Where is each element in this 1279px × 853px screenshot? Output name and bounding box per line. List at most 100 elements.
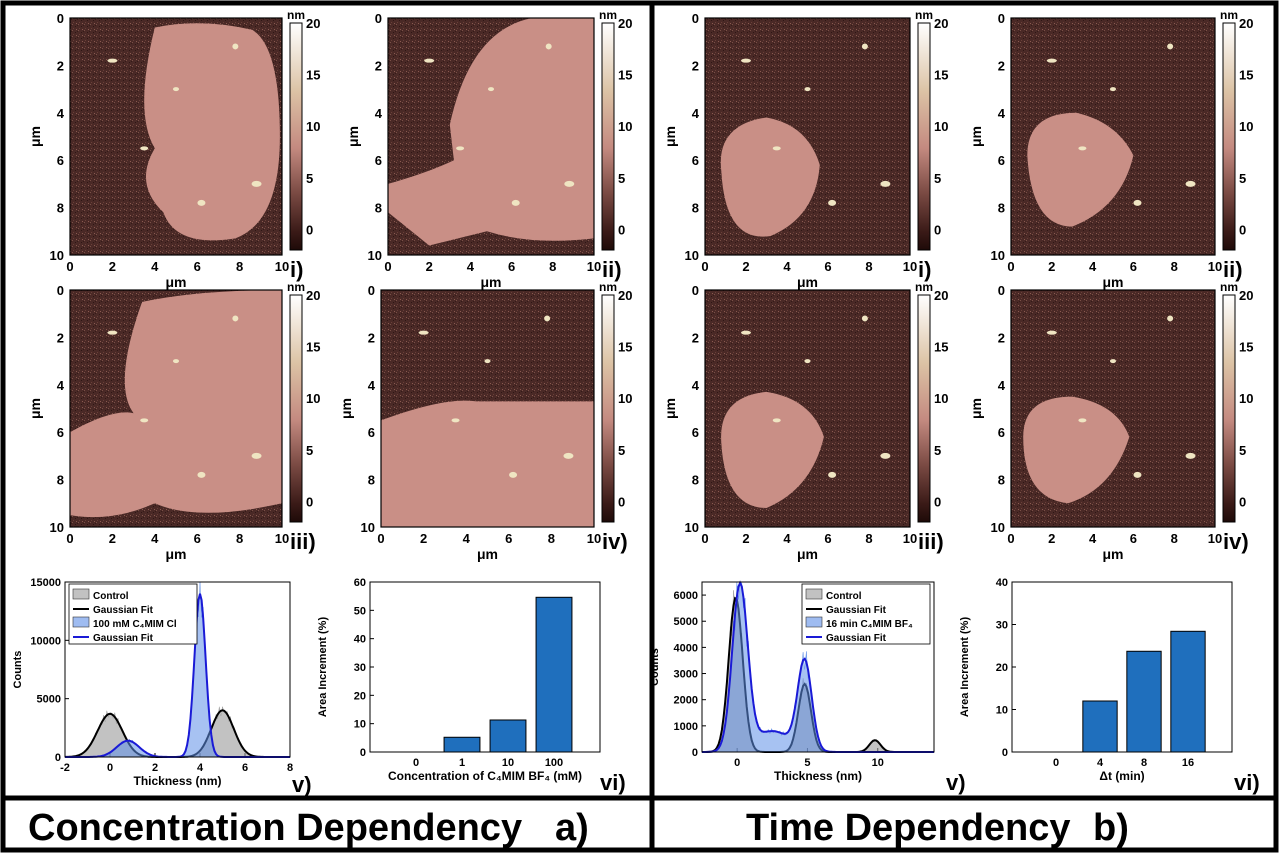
afm-ylabel: μm — [27, 126, 43, 147]
colorbar-unit: nm — [287, 8, 305, 22]
panel-b-title: Time Dependency — [746, 807, 1071, 849]
afm-particle — [451, 418, 460, 423]
bar-category-label: 16 — [1182, 757, 1194, 769]
afm-particle — [251, 452, 262, 459]
colorbar-unit: nm — [287, 280, 305, 294]
afm-ytick: 6 — [692, 153, 699, 168]
chart-b-vi: 0 10 20 30 40 Area Increment (%) Δt (min) 0 4 8 16… — [959, 577, 1260, 795]
ytick-label: 6000 — [674, 590, 698, 602]
afm-xtick: 2 — [109, 531, 116, 546]
afm-frame — [69, 17, 283, 256]
ytick-label: 10 — [354, 719, 366, 731]
colorbar-tick: 5 — [618, 443, 625, 458]
afm-flake — [381, 400, 594, 527]
afm-particle — [107, 58, 118, 63]
afm-ytick: 10 — [368, 248, 382, 263]
afm-flake — [1027, 112, 1134, 227]
bar-category-label: 0 — [1053, 757, 1059, 769]
afm-ytick: 6 — [57, 425, 64, 440]
afm-ytick: 6 — [368, 425, 375, 440]
afm-ytick: 8 — [57, 473, 64, 488]
afm-particle — [173, 87, 179, 92]
afm-ytick: 0 — [998, 11, 1005, 26]
ytick-label: 20 — [996, 662, 1008, 674]
colorbar-tick: 5 — [1239, 443, 1246, 458]
ytick-label: 5000 — [37, 694, 61, 706]
colorbar-tick: 15 — [306, 68, 320, 83]
colorbar — [601, 294, 615, 523]
afm-xtick: 0 — [66, 531, 73, 546]
afm-particle — [456, 146, 465, 151]
afm-xtick: 6 — [508, 259, 515, 274]
afm-ytick: 2 — [57, 330, 64, 345]
afm-particle — [861, 43, 868, 50]
afm-flake — [388, 18, 594, 246]
afm-ylabel: μm — [345, 126, 361, 147]
afm-particle — [488, 87, 494, 92]
afm-ytick: 8 — [375, 201, 382, 216]
chart-legend: Control Gaussian Fit 100 mM C₄MIM Cl Gaussi… — [68, 583, 198, 645]
afm-particle — [232, 315, 239, 322]
afm-xtick: 2 — [1048, 531, 1055, 546]
bar-category-label: 0 — [413, 757, 419, 769]
afm-xtick: 10 — [275, 531, 289, 546]
ytick-label: 3000 — [674, 669, 698, 681]
afm-xlabel: μm — [1102, 546, 1123, 562]
ytick-label: 2000 — [674, 695, 698, 707]
colorbar — [289, 22, 303, 251]
afm-ytick: 2 — [57, 58, 64, 73]
afm-ytick: 0 — [368, 283, 375, 298]
colorbar — [601, 22, 615, 251]
afm-ytick: 10 — [361, 520, 375, 535]
bar-category-label: 8 — [1141, 757, 1147, 769]
afm-flake — [144, 23, 280, 241]
afm-ytick: 4 — [692, 106, 700, 121]
legend-box — [801, 583, 931, 645]
afm-xtick: 2 — [109, 259, 116, 274]
afm-images: 00224466881010μmμmnm20151050i)0022446688… — [27, 8, 1253, 562]
legend-entry: Gaussian Fit — [93, 605, 154, 616]
ytick-label: 4000 — [674, 642, 698, 654]
colorbar-tick: 0 — [618, 494, 625, 509]
afm-particle — [861, 315, 868, 322]
colorbar-tick: 20 — [1239, 288, 1253, 303]
afm-xtick: 10 — [1208, 259, 1222, 274]
afm-ytick: 6 — [375, 153, 382, 168]
colorbar-unit: nm — [1220, 8, 1238, 22]
afm-xtick: 4 — [151, 259, 159, 274]
chart-panel-label: v) — [946, 770, 966, 795]
afm-frame — [69, 289, 283, 528]
afm-xlabel: μm — [477, 546, 498, 562]
bar — [1082, 700, 1118, 753]
colorbar-tick: 10 — [618, 391, 632, 406]
afm-xtick: 4 — [151, 531, 159, 546]
xtick-label: 4 — [197, 762, 204, 774]
afm-xtick: 8 — [236, 259, 243, 274]
afm-particle — [140, 418, 149, 423]
ytick-label: 40 — [996, 577, 1008, 589]
afm-xtick: 0 — [66, 259, 73, 274]
colorbar — [917, 294, 931, 523]
chart-ylabel: Counts — [12, 651, 24, 689]
afm-xlabel: μm — [797, 274, 818, 290]
afm-flake — [1023, 396, 1130, 504]
chart-ylabel: Area Increment (%) — [317, 617, 329, 718]
afm-xtick: 2 — [742, 259, 749, 274]
colorbar-tick: 20 — [618, 288, 632, 303]
colorbar-tick: 10 — [934, 391, 948, 406]
panel-a-title: Concentration Dependency — [28, 807, 522, 849]
colorbar-tick: 20 — [934, 288, 948, 303]
legend-entry: Gaussian Fit — [826, 605, 887, 616]
afm-ytick: 0 — [375, 11, 382, 26]
ytick-label: 0 — [55, 752, 61, 764]
afm-particle — [197, 199, 206, 206]
afm-xtick: 8 — [865, 531, 872, 546]
colorbar-tick: 5 — [618, 171, 625, 186]
afm-flake — [721, 391, 824, 508]
afm-xlabel: μm — [797, 546, 818, 562]
afm-ylabel: μm — [662, 398, 678, 419]
